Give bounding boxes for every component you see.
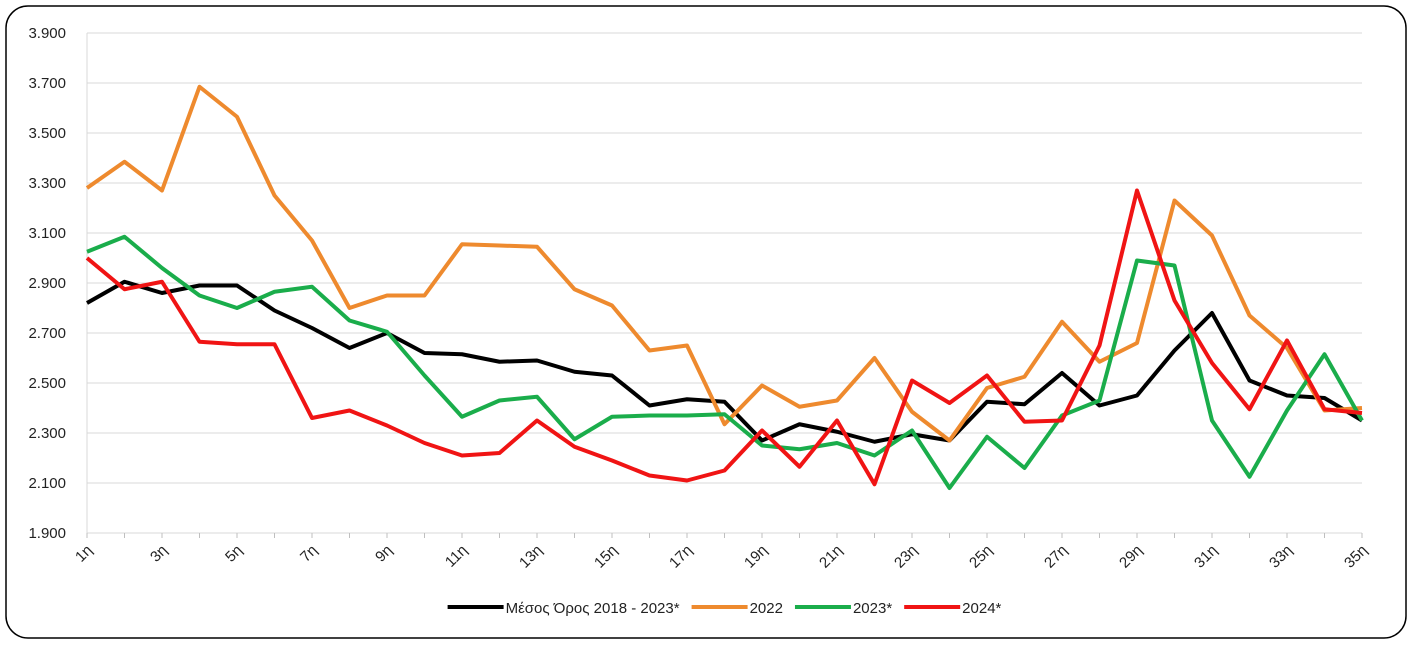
y-tick-label: 2.900 (28, 275, 66, 292)
legend-label: 2022 (750, 600, 783, 617)
chart-border (5, 5, 1407, 639)
y-tick-label: 3.900 (28, 25, 66, 42)
y-tick-label: 1.900 (28, 525, 66, 542)
series-line (86, 234, 1364, 490)
y-tick-label: 2.100 (28, 475, 66, 492)
legend-label: 2024* (962, 600, 1001, 617)
legend: Μέσος Όρος 2018 - 2023* 2022 2023* 2024* (447, 600, 1002, 617)
y-tick-label: 3.500 (28, 125, 66, 142)
legend-label: 2023* (853, 600, 892, 617)
y-tick-label: 3.700 (28, 75, 66, 92)
y-tick-label: 2.700 (28, 325, 66, 342)
y-tick-label: 3.300 (28, 175, 66, 192)
series-line (85, 84, 1363, 443)
y-tick-label: 2.500 (28, 375, 66, 392)
series-line (85, 188, 1363, 487)
y-tick-label: 2.300 (28, 425, 66, 442)
series-line (86, 279, 1364, 444)
legend-label: Μέσος Όρος 2018 - 2023* (506, 600, 680, 617)
y-tick-label: 3.100 (28, 225, 66, 242)
